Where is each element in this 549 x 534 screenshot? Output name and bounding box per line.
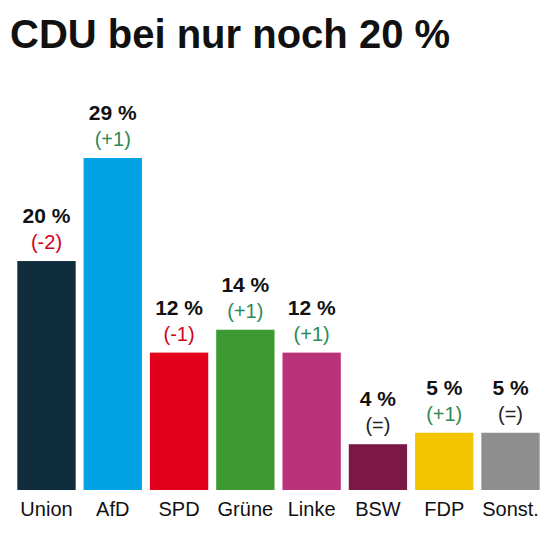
tick: FDP: [424, 498, 464, 520]
change-label: (-2): [31, 231, 62, 253]
data-labels: 20 % 29 % 12 % 14 % 12 % 4 % 5 % 5 % (-2) (+1) (-1…: [23, 101, 529, 436]
change-label: (+1): [426, 403, 462, 425]
bar: [481, 433, 539, 490]
bar: [17, 261, 75, 490]
tick: SPD: [159, 498, 200, 520]
tick-label: BSW: [355, 498, 401, 520]
tick: Union: [20, 498, 72, 520]
value-label: 5 %: [426, 376, 463, 399]
title: CDU bei nur noch 20 %: [10, 12, 450, 56]
value-label: 12 %: [155, 296, 203, 319]
change-label: (-1): [164, 323, 195, 345]
tick: BSW: [355, 498, 401, 520]
tick-label: Union: [20, 498, 72, 520]
bars: [17, 158, 539, 490]
change-label: (=): [365, 414, 390, 436]
value-label: 20 %: [23, 204, 71, 227]
value-label: 14 %: [221, 273, 269, 296]
tick-label: Linke: [288, 498, 336, 520]
value-label: 5 %: [492, 376, 529, 399]
value-label: 29 %: [89, 101, 137, 124]
change-label: (=): [498, 403, 523, 425]
value-label: 12 %: [288, 296, 336, 319]
x-axis: Union AfD SPD Grüne Linke BSW FDP Sonst.: [20, 498, 538, 520]
value-label: 4 %: [360, 387, 397, 410]
bar: [150, 353, 208, 490]
tick: AfD: [96, 498, 129, 520]
bar: [349, 444, 407, 490]
change-label: (+1): [95, 128, 131, 150]
bar: [84, 158, 142, 490]
chart: CDU bei nur noch 20 % 20 % 29 % 12 % 14 % 12 …: [0, 0, 549, 534]
change-label: (+1): [227, 300, 263, 322]
bar: [282, 353, 340, 490]
tick-label: SPD: [159, 498, 200, 520]
tick-label: Grüne: [218, 498, 274, 520]
bar: [415, 433, 473, 490]
tick: Grüne: [218, 498, 274, 520]
tick-label: Sonst.: [482, 498, 539, 520]
bar: [216, 330, 274, 490]
tick: Sonst.: [482, 498, 539, 520]
change-label: (+1): [294, 323, 330, 345]
tick-label: AfD: [96, 498, 129, 520]
tick-label: FDP: [424, 498, 464, 520]
tick: Linke: [288, 498, 336, 520]
